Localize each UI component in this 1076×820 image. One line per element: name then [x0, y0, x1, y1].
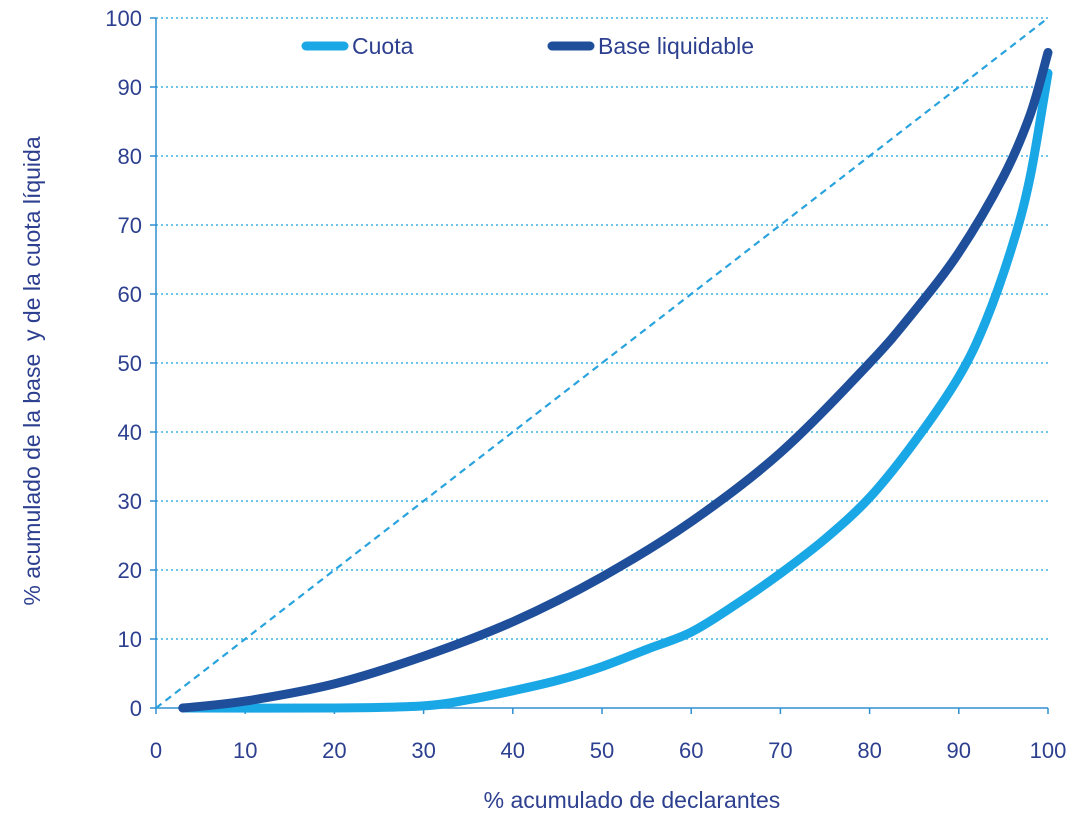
y-tick-label-9: 90 — [118, 75, 142, 100]
y-tick-label-7: 70 — [118, 213, 142, 238]
y-tick-label-10: 100 — [105, 6, 142, 31]
legend-label-base-liquidable: Base liquidable — [598, 33, 754, 59]
x-tick-label-5: 50 — [590, 738, 614, 763]
x-tick-label-0: 0 — [150, 738, 162, 763]
x-tick-label-9: 90 — [947, 738, 971, 763]
series-lines — [178, 48, 1053, 713]
x-tick-label-8: 80 — [857, 738, 881, 763]
y-tick-label-1: 10 — [118, 627, 142, 652]
grid-lines — [156, 17, 1048, 640]
y-tick-label-2: 20 — [118, 558, 142, 583]
x-tick-label-10: 100 — [1030, 738, 1067, 763]
y-tick-label-3: 30 — [118, 489, 142, 514]
equality-diagonal-line — [155, 17, 1049, 709]
y-tick-label-4: 40 — [118, 420, 142, 445]
y-tick-label-8: 80 — [118, 144, 142, 169]
x-tick-label-6: 60 — [679, 738, 703, 763]
x-tick-label-3: 30 — [411, 738, 435, 763]
x-axis-title: % acumulado de declarantes — [484, 787, 781, 813]
x-tick-label-4: 40 — [501, 738, 525, 763]
x-tick-label-2: 20 — [322, 738, 346, 763]
y-tick-label-0: 0 — [130, 696, 142, 721]
x-tick-label-7: 70 — [768, 738, 792, 763]
y-tick-label-6: 60 — [118, 282, 142, 307]
y-tick-labels: 0 10 20 30 40 50 60 70 80 90 100 — [105, 6, 156, 721]
y-tick-label-5: 50 — [118, 351, 142, 376]
x-tick-labels: 0 10 20 30 40 50 60 70 80 90 100 — [150, 708, 1066, 763]
legend: Cuota Base liquidable — [301, 33, 754, 59]
y-axis-title: % acumulado de la base y de la cuota líq… — [19, 136, 45, 605]
legend-label-cuota: Cuota — [352, 33, 414, 59]
x-tick-label-1: 10 — [233, 738, 257, 763]
series-line-cuota — [178, 68, 1053, 713]
series-line-base-liquidable — [178, 48, 1053, 713]
